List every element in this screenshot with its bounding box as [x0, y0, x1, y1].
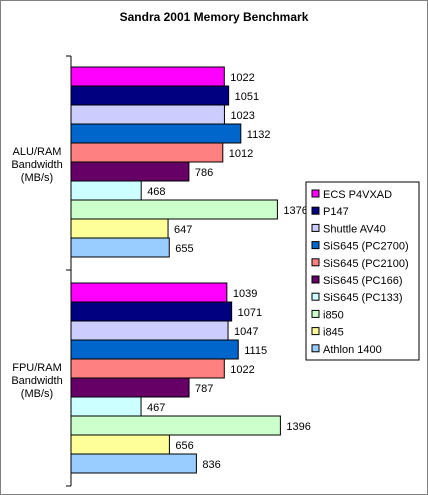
- data-label: 1376: [283, 205, 307, 217]
- axis-layer: ALU/RAMBandwidth(MB/s)FPU/RAMBandwidth(M…: [11, 55, 72, 487]
- legend-label: SiS645 (PC133): [323, 292, 403, 304]
- category-label: Bandwidth: [11, 375, 62, 387]
- legend-swatch: [311, 223, 320, 232]
- legend-label: ECS P4VXAD: [323, 189, 392, 201]
- bar: [70, 66, 225, 87]
- bar: [70, 218, 169, 239]
- bar: [70, 320, 229, 341]
- legend-swatch: [311, 344, 320, 353]
- legend-label: P147: [323, 206, 349, 218]
- legend-label: SiS645 (PC2700): [323, 241, 409, 253]
- bar: [70, 396, 142, 417]
- bar: [70, 415, 281, 436]
- bar: [70, 104, 225, 125]
- data-label: 836: [202, 459, 220, 471]
- legend-swatch: [311, 258, 320, 267]
- bar: [70, 339, 239, 360]
- data-label: 1047: [234, 326, 258, 338]
- bar: [70, 237, 170, 258]
- legend-swatch: [311, 189, 320, 198]
- category-label: (MB/s): [21, 172, 53, 184]
- data-label: 787: [195, 383, 213, 395]
- bar: [70, 453, 197, 474]
- data-label: 1051: [235, 91, 259, 103]
- data-label: 1023: [230, 110, 254, 122]
- category-label: ALU/RAM: [13, 146, 62, 158]
- legend-box: [305, 181, 420, 361]
- category-label: (MB/s): [21, 388, 53, 400]
- data-label: 786: [195, 167, 213, 179]
- data-label: 467: [147, 402, 165, 414]
- legend-label: i850: [323, 309, 344, 321]
- legend-label: SiS645 (PC2100): [323, 258, 409, 270]
- data-label: 1022: [230, 72, 254, 84]
- data-label: 656: [175, 440, 193, 452]
- bar: [70, 358, 225, 379]
- legend-label: i845: [323, 327, 344, 339]
- bar: [70, 85, 230, 106]
- bar: [70, 199, 278, 220]
- bar: [70, 123, 242, 144]
- legend-swatch: [311, 309, 320, 318]
- data-label: 468: [147, 186, 165, 198]
- legend-label: Shuttle AV40: [323, 223, 386, 235]
- bar: [70, 301, 233, 322]
- data-label: 1039: [233, 288, 257, 300]
- data-label: 647: [174, 224, 192, 236]
- bar: [70, 180, 142, 201]
- data-label: 1022: [230, 364, 254, 376]
- data-label: 1012: [229, 148, 253, 160]
- data-label: 1115: [244, 345, 267, 357]
- bar: [70, 434, 170, 455]
- legend-label: SiS645 (PC166): [323, 275, 403, 287]
- data-label: 1132: [247, 129, 271, 141]
- bar: [70, 161, 190, 182]
- legend-swatch: [311, 206, 320, 215]
- category-label: FPU/RAM: [12, 362, 62, 374]
- legend-swatch: [311, 292, 320, 301]
- legend: ECS P4VXAD P147 Shuttle AV40 SiS645 (PC2700…: [305, 181, 420, 361]
- bar: [70, 142, 224, 163]
- legend-swatch: [311, 327, 320, 336]
- chart-title: Sandra 2001 Memory Benchmark: [120, 10, 309, 24]
- bar: [70, 282, 228, 303]
- data-label: 1071: [238, 307, 262, 319]
- bars-layer: 1022 1051 1023 1132 1012 786 468 1376 647 655 1039…: [70, 66, 311, 474]
- bar: [70, 377, 190, 398]
- legend-swatch: [311, 241, 320, 250]
- data-label: 655: [175, 243, 193, 255]
- data-label: 1396: [286, 421, 310, 433]
- legend-label: Athlon 1400: [323, 344, 382, 356]
- legend-swatch: [311, 275, 320, 284]
- category-label: Bandwidth: [11, 159, 62, 171]
